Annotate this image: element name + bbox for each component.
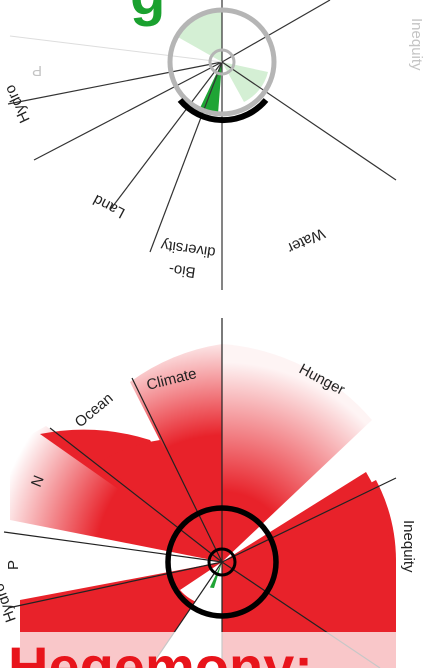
bottom-label-inequity: Inequity (400, 520, 417, 573)
top-spokes-light (9, 35, 223, 63)
top-outer-ring (167, 7, 277, 117)
bottom-inner-ring (207, 547, 237, 577)
bottom-wedge-upper-solid (100, 440, 222, 562)
bottom-wedge-hunger (222, 344, 372, 562)
top-label-p: P (32, 62, 42, 79)
bottom-wedge-n (10, 426, 222, 562)
top-title-fragment: g (130, 0, 165, 27)
bottom-label-hydro: Hydro (0, 581, 20, 624)
bottom-label-p: P (5, 560, 22, 570)
top-label-bio-line2: diversity (159, 236, 216, 261)
top-label-inequity: Inequity (408, 18, 425, 71)
bottom-title-fragment: Hegemony: (8, 635, 313, 668)
top-wedge-right-light (222, 62, 268, 102)
bottom-diagram: Climate Hunger Ocean N Inequity P Hydro … (0, 318, 417, 668)
bottom-outer-ring (165, 505, 279, 619)
top-diagram: g Inequity P Hydro Land Bio- diversi (1, 0, 425, 290)
top-inner-ring (208, 48, 236, 76)
top-label-bio-line1: Bio- (168, 260, 197, 281)
top-black-arc (177, 98, 269, 124)
top-spokes (7, 0, 397, 290)
bottom-wedge-inequity (222, 472, 391, 668)
bottom-title-band (0, 632, 400, 668)
bottom-wedge-white-notch (180, 562, 222, 604)
top-label-water: Water (285, 224, 328, 256)
bottom-label-ocean: Ocean (72, 390, 117, 431)
bottom-wedge-climate (130, 344, 222, 562)
top-label-hydro: Hydro (1, 82, 33, 125)
top-label-land: Land (90, 191, 127, 222)
